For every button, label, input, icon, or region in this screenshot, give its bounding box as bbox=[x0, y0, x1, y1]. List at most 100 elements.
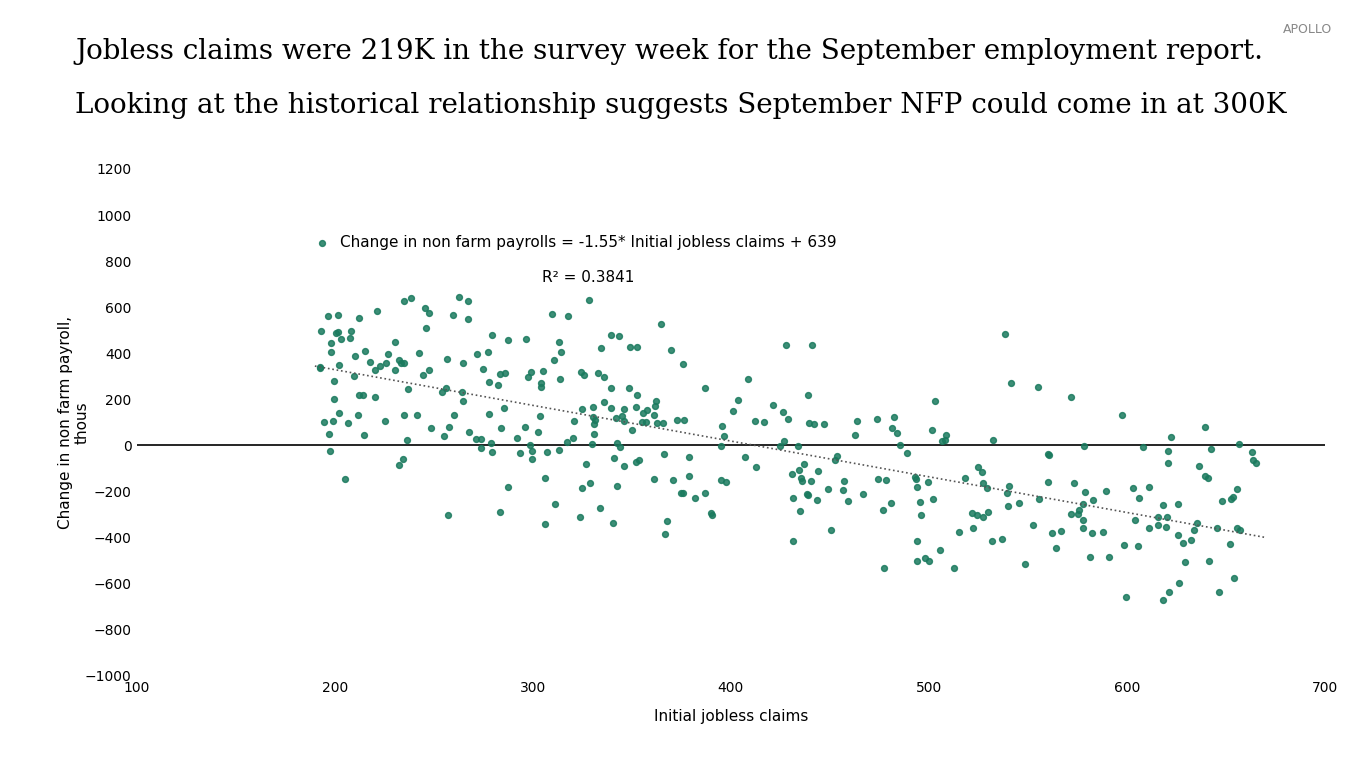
Point bbox=[458, 295, 479, 307]
Point bbox=[1168, 578, 1190, 590]
Point bbox=[488, 379, 510, 391]
Point bbox=[846, 415, 867, 428]
Point bbox=[922, 493, 944, 505]
Point bbox=[393, 409, 415, 422]
Point bbox=[530, 376, 552, 389]
Point bbox=[535, 445, 557, 458]
Point bbox=[1160, 431, 1182, 443]
Point bbox=[582, 401, 604, 413]
Point bbox=[626, 389, 647, 401]
Point bbox=[478, 408, 500, 420]
Point bbox=[753, 415, 775, 428]
Point bbox=[438, 421, 460, 433]
Point bbox=[1194, 469, 1216, 482]
Point bbox=[738, 373, 759, 386]
Point bbox=[975, 482, 997, 495]
Point bbox=[632, 406, 654, 419]
Point bbox=[934, 433, 956, 445]
Point bbox=[365, 391, 387, 403]
Point bbox=[527, 426, 549, 439]
Point bbox=[643, 409, 665, 422]
Point bbox=[520, 453, 542, 465]
Text: APOLLO: APOLLO bbox=[1283, 23, 1332, 36]
Point bbox=[889, 439, 911, 451]
Point bbox=[613, 460, 635, 472]
Point bbox=[320, 346, 342, 359]
Point bbox=[515, 333, 537, 346]
Point bbox=[795, 488, 817, 500]
Point bbox=[684, 492, 706, 504]
Point bbox=[806, 494, 828, 506]
Point bbox=[672, 487, 694, 499]
Point bbox=[1027, 381, 1049, 393]
Point bbox=[600, 402, 622, 414]
Point bbox=[534, 472, 556, 484]
X-axis label: Initial jobless claims: Initial jobless claims bbox=[653, 709, 809, 723]
Point bbox=[343, 370, 365, 382]
Point bbox=[374, 415, 396, 427]
Point bbox=[637, 404, 658, 416]
Point bbox=[470, 442, 492, 455]
Point bbox=[324, 375, 346, 387]
Point bbox=[444, 409, 466, 422]
Point bbox=[1082, 494, 1104, 506]
Point bbox=[728, 394, 750, 406]
Point bbox=[813, 418, 835, 430]
Point bbox=[556, 435, 578, 448]
Point bbox=[493, 366, 515, 379]
Point bbox=[701, 509, 723, 521]
Point bbox=[660, 344, 682, 356]
Point bbox=[713, 430, 735, 442]
Point bbox=[518, 371, 540, 383]
Point bbox=[1138, 521, 1160, 534]
Point bbox=[348, 389, 370, 401]
Point bbox=[593, 371, 615, 383]
Point bbox=[1112, 409, 1134, 421]
Point bbox=[955, 472, 977, 485]
Point bbox=[628, 454, 650, 466]
Point bbox=[366, 305, 388, 317]
Point bbox=[441, 309, 463, 321]
Point bbox=[1113, 539, 1135, 551]
Point bbox=[990, 533, 1012, 545]
Point bbox=[478, 376, 500, 388]
Point bbox=[971, 511, 993, 523]
Point bbox=[571, 403, 593, 415]
Point bbox=[906, 555, 928, 568]
Point bbox=[548, 336, 570, 348]
Point bbox=[419, 422, 441, 435]
Point bbox=[1115, 591, 1137, 603]
Point bbox=[1242, 446, 1264, 458]
Point bbox=[418, 307, 440, 319]
Point bbox=[744, 415, 766, 427]
Point bbox=[452, 386, 474, 398]
Point bbox=[981, 535, 1003, 547]
Point bbox=[973, 477, 994, 489]
Point bbox=[982, 434, 1004, 446]
Point bbox=[1060, 391, 1082, 403]
Point bbox=[904, 471, 926, 483]
Point bbox=[1158, 586, 1180, 598]
Point bbox=[309, 362, 331, 374]
Point bbox=[1156, 511, 1177, 524]
Point bbox=[1067, 508, 1089, 521]
Point bbox=[563, 415, 585, 427]
Point bbox=[656, 515, 678, 527]
Point bbox=[622, 423, 643, 435]
Text: Change in non farm payrolls = -1.55* Initial jobless claims + 639: Change in non farm payrolls = -1.55* Ini… bbox=[340, 235, 836, 250]
Point bbox=[790, 472, 811, 485]
Point bbox=[820, 525, 841, 537]
Point bbox=[363, 364, 385, 376]
Point bbox=[744, 461, 766, 473]
Point bbox=[1168, 529, 1190, 541]
Point bbox=[324, 393, 346, 406]
Point bbox=[1153, 594, 1175, 606]
Point bbox=[481, 329, 503, 342]
Point bbox=[833, 475, 855, 487]
Point bbox=[369, 359, 391, 372]
Point bbox=[1074, 439, 1096, 452]
Point bbox=[1157, 445, 1179, 457]
Point bbox=[977, 506, 999, 518]
Point bbox=[1180, 535, 1202, 547]
Point bbox=[906, 535, 928, 547]
